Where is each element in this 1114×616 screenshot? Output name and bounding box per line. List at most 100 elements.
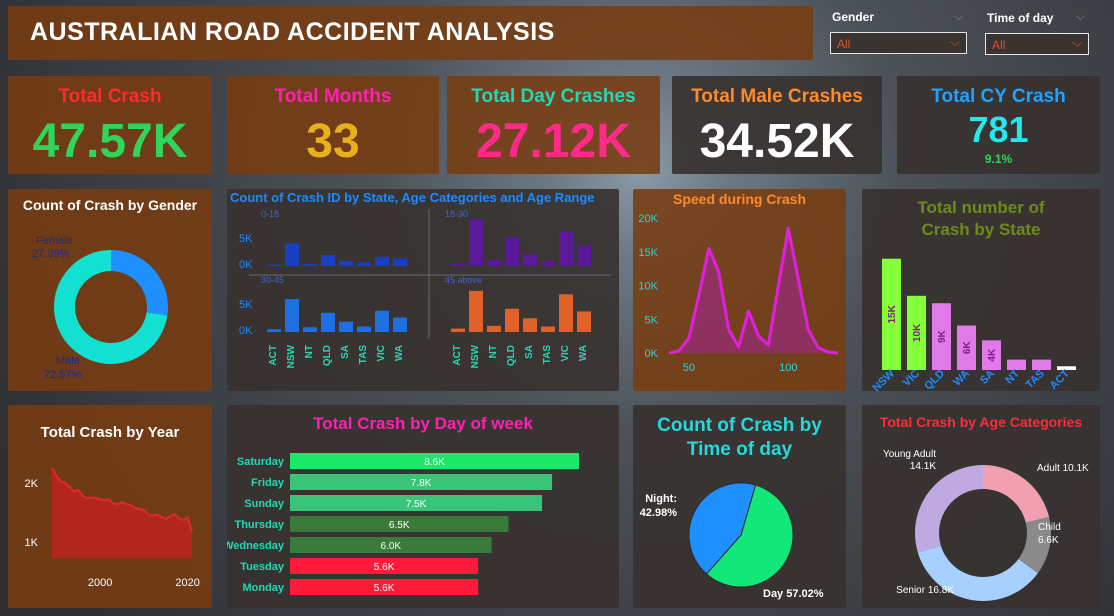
area-fill xyxy=(52,468,192,558)
chevron-down-icon[interactable]: ⌵ xyxy=(1076,9,1086,23)
kpi-label: Total Months xyxy=(274,86,392,107)
dow-bar-chart: Saturday 8.6K Friday 7.8K Sunday 7.5K Thursday… xyxy=(227,453,579,595)
kpi-value: 34.52K xyxy=(699,115,855,168)
bar-wa xyxy=(957,325,976,370)
bar xyxy=(523,318,537,332)
slice-day xyxy=(705,484,794,588)
slice-adult xyxy=(983,465,1050,523)
slice-label-day: Day 57.02% xyxy=(763,588,824,600)
bar xyxy=(577,311,591,332)
bar xyxy=(375,310,389,332)
bar-friday xyxy=(290,474,553,490)
age-donut-chart: Adult 10.1K Child 6.6K Senior 16.8K Young Ad… xyxy=(883,449,1089,601)
bar xyxy=(339,321,353,332)
x-tick-qld: QLD xyxy=(922,368,947,391)
data-label: 7.5K xyxy=(406,499,427,510)
bar xyxy=(393,258,407,266)
x-tick: 2020 xyxy=(175,577,199,589)
gender-chart-card: Count of Crash by Gender Female 27.39% M… xyxy=(8,189,212,391)
gender-donut-chart xyxy=(54,250,168,364)
percent-label-female: 27.39% xyxy=(32,248,70,260)
kpi-card-total-cy-crash: Total CY Crash 781 9.1% xyxy=(897,76,1100,174)
bar xyxy=(559,294,573,332)
bar xyxy=(285,243,299,266)
kpi-value: 781 xyxy=(968,109,1029,150)
x-tick-sa: SA xyxy=(978,368,997,387)
y-tick: 5K xyxy=(239,299,253,311)
bar-nt xyxy=(1007,359,1026,370)
y-tick: 15K xyxy=(638,247,658,259)
bar xyxy=(469,219,483,266)
bar xyxy=(321,312,335,332)
x-tick-nsw: NSW xyxy=(286,344,297,368)
bar-monday xyxy=(290,579,479,595)
chart-title: Count of Crash ID by State, Age Categori… xyxy=(230,190,595,205)
kpi-label: Total Crash xyxy=(58,86,162,107)
x-tick-sa: SA xyxy=(524,345,535,359)
gender-filter-dropdown[interactable]: All ⌵ xyxy=(830,32,967,54)
data-label: 5.6K xyxy=(374,583,395,594)
x-tick-nt: NT xyxy=(488,345,499,358)
x-tick-tas: TAS xyxy=(542,345,553,365)
day-label-thursday: Thursday xyxy=(234,519,284,531)
chevron-down-icon[interactable]: ⌵ xyxy=(954,9,964,23)
slice-label-adult: Adult 10.1K xyxy=(1037,463,1089,474)
bar xyxy=(541,261,555,266)
slice-label-child: Child xyxy=(1038,522,1061,533)
x-tick-nt: NT xyxy=(304,345,315,358)
x-tick-qld: QLD xyxy=(322,345,333,366)
x-tick-act: ACT xyxy=(268,345,279,366)
panel-label: 30-45 xyxy=(261,275,284,285)
bar xyxy=(487,325,501,332)
data-label: 5.6K xyxy=(374,562,395,573)
y-tick: 0K xyxy=(239,325,253,337)
chart-title: Count of Crash by Gender xyxy=(22,197,198,213)
state-total-bar-chart: 15K NSW 10K VIC 9K QLD 6K WA 4K SA NT TAS ACT xyxy=(870,258,1076,391)
kpi-card-total-crash: Total Crash 47.57K xyxy=(8,76,212,174)
tod-pie-chart: Night: 42.98% Day 57.02% xyxy=(640,482,824,600)
data-label: 4K xyxy=(987,348,998,362)
bar-qld xyxy=(932,303,951,370)
kpi-change: 9.1% xyxy=(984,152,1013,166)
slice-label-young-adult: Young Adult xyxy=(883,449,936,460)
chart-title: Total Crash by Year xyxy=(40,424,180,441)
dashboard-title: AUSTRALIAN ROAD ACCIDENT ANALYSIS xyxy=(30,18,555,46)
data-label: 6.0K xyxy=(381,541,402,552)
bar xyxy=(267,264,281,266)
legend-label-male: Male xyxy=(56,355,80,367)
bar xyxy=(487,259,501,266)
bar xyxy=(321,255,335,266)
time-filter-label: Time of day xyxy=(987,11,1054,25)
chart-title: Total number of Crash by State xyxy=(917,198,1045,239)
data-label: 8.6K xyxy=(424,457,445,468)
bar xyxy=(451,328,465,332)
header-panel: AUSTRALIAN ROAD ACCIDENT ANALYSIS xyxy=(8,6,813,60)
x-tick-wa: WA xyxy=(394,345,405,361)
percent-label-male: 72.57% xyxy=(44,369,82,381)
state-age-chart-card: Count of Crash ID by State, Age Categori… xyxy=(227,189,619,391)
day-label-saturday: Saturday xyxy=(237,456,285,468)
data-label: 7.8K xyxy=(411,478,432,489)
slice-value-young-adult: 14.1K xyxy=(910,461,936,472)
x-tick-act: ACT xyxy=(1048,367,1073,391)
bar xyxy=(469,290,483,332)
y-tick: 0K xyxy=(239,259,253,271)
gender-filter-value: All xyxy=(837,37,851,51)
kpi-value: 33 xyxy=(306,115,360,168)
panel-label: 18-30 xyxy=(445,209,468,219)
slice-value-night: 42.98% xyxy=(640,507,678,519)
x-tick: 2000 xyxy=(88,577,112,589)
slice-male xyxy=(54,250,168,364)
state-age-bar-chart: 0-18 5K 0K 18-30 30-45 5K 0K 45 above ACT NSW NT QL… xyxy=(239,209,611,368)
speed-chart-card: Speed during Crash 20K 15K 10K 5K 0K 50 100 xyxy=(633,189,846,391)
time-filter-dropdown[interactable]: All ⌵ xyxy=(985,33,1089,55)
chevron-down-icon: ⌵ xyxy=(950,34,960,49)
data-label: 9K xyxy=(937,329,948,343)
x-tick-wa: WA xyxy=(951,368,972,389)
bar xyxy=(393,317,407,332)
year-chart-card: Total Crash by Year 2K 1K 2000 2020 xyxy=(8,405,212,608)
x-tick-tas: TAS xyxy=(1024,368,1047,391)
data-label: 6K xyxy=(962,341,973,355)
kpi-card-total-male-crashes: Total Male Crashes 34.52K xyxy=(672,76,882,174)
slice-night xyxy=(688,482,757,575)
